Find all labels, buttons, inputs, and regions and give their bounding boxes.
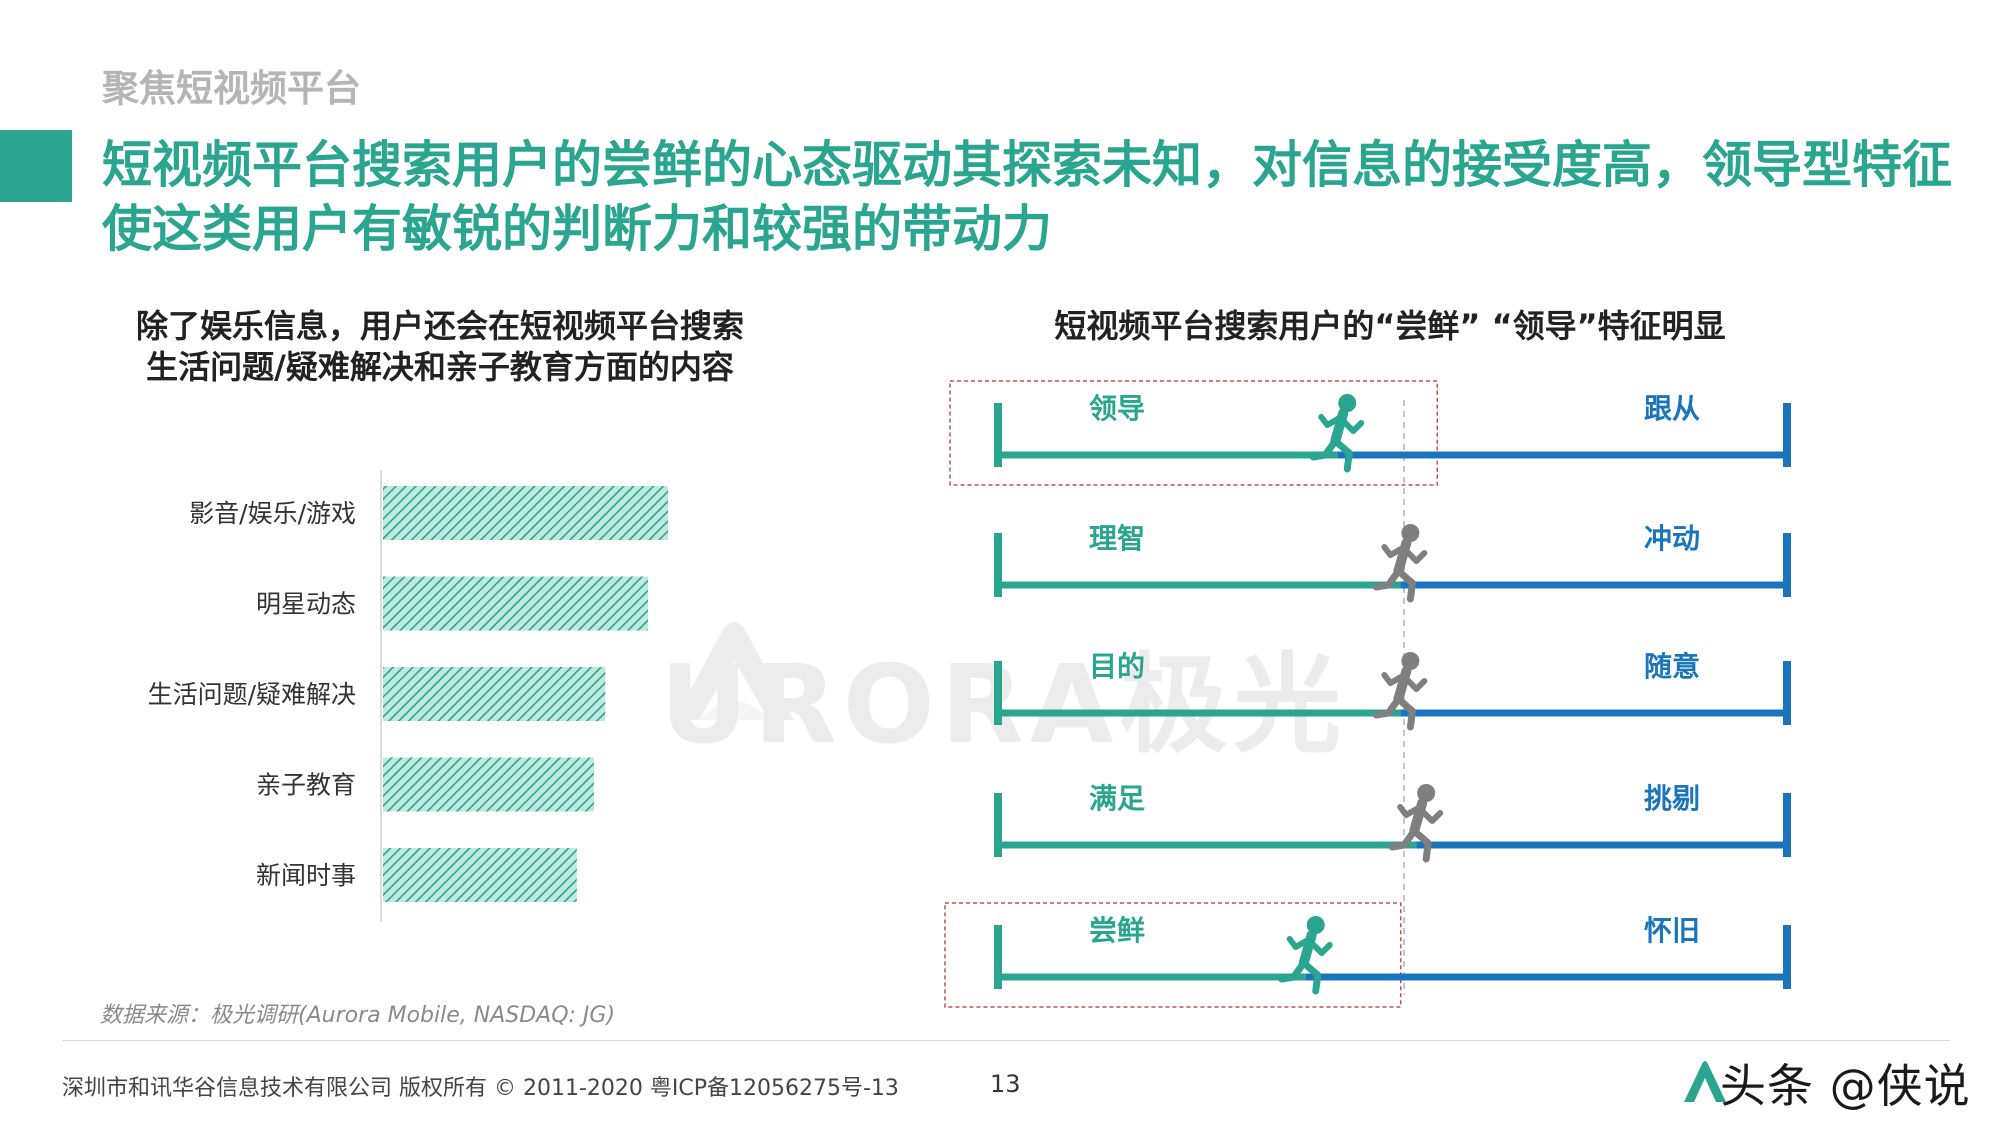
trait-row: 理智 冲动 [994, 522, 1791, 603]
trait-left-label: 满足 [1089, 782, 1145, 815]
right-chart-subtitle: 短视频平台搜索用户的“尝鲜” “领导”特征明显 [1054, 307, 1726, 345]
bar-category-label: 亲子教育 [256, 771, 356, 800]
trait-left-label: 理智 [1089, 522, 1145, 555]
left-chart-subtitle: 除了娱乐信息，用户还会在短视频平台搜索 生活问题/疑难解决和亲子教育方面的内容 [80, 306, 800, 388]
runner-figure-icon [1278, 916, 1333, 995]
trait-right-label: 冲动 [1644, 522, 1700, 555]
section-label: 聚焦短视频平台 [102, 67, 361, 110]
copyright-text: 深圳市和讯华谷信息技术有限公司 版权所有 © 2011-2020 粤ICP备12… [62, 1076, 899, 1101]
left-subtitle-line-2: 生活问题/疑难解决和亲子教育方面的内容 [146, 348, 734, 386]
trait-row: 领导 跟从 [949, 380, 1791, 486]
runner-figure-icon [1309, 394, 1365, 473]
bar-3 [383, 667, 606, 721]
bar-category-label: 明星动态 [256, 590, 356, 619]
bar-4 [383, 757, 594, 812]
bar-1 [383, 486, 668, 540]
runner-figure-icon [1372, 524, 1428, 603]
brand-watermark: 头条 @侠说 [1720, 1059, 1971, 1113]
trait-right-label: 挑剔 [1644, 782, 1700, 815]
highlight-box [944, 902, 1402, 1008]
bar-2 [383, 576, 649, 631]
runner-figure-icon [1372, 652, 1428, 731]
aurora-logo-icon [1684, 1061, 1726, 1102]
aurora-watermark-logo-icon [674, 622, 794, 720]
footer-divider [62, 1040, 1950, 1041]
left-subtitle-line-1: 除了娱乐信息，用户还会在短视频平台搜索 [135, 307, 744, 345]
trait-row: 尝鲜 怀旧 [944, 902, 1791, 1008]
runner-figure-icon [1388, 784, 1444, 863]
title-accent-bar [0, 130, 72, 202]
bar-category-label: 生活问题/疑难解决 [148, 680, 356, 709]
trait-right-label: 随意 [1644, 650, 1700, 683]
bar-5 [383, 848, 577, 902]
trait-left-label: 领导 [1089, 392, 1145, 425]
page-number: 13 [990, 1070, 1021, 1098]
trait-row: 目的 随意 [994, 650, 1791, 731]
trait-left-label: 尝鲜 [1089, 914, 1145, 947]
source-note: 数据来源：极光调研(Aurora Mobile, NASDAQ: JG) [100, 1003, 616, 1028]
page-title: 短视频平台搜索用户的尝鲜的心态驱动其探索未知，对信息的接受度高，领导型特征使这类… [102, 136, 1952, 258]
trait-left-label: 目的 [1089, 650, 1145, 683]
trait-row: 满足 挑剔 [994, 782, 1791, 863]
highlight-box [949, 380, 1439, 486]
trait-right-label: 怀旧 [1644, 914, 1700, 947]
bar-category-label: 影音/娱乐/游戏 [189, 499, 356, 528]
bar-category-label: 新闻时事 [256, 861, 356, 890]
trait-right-label: 跟从 [1644, 392, 1700, 425]
